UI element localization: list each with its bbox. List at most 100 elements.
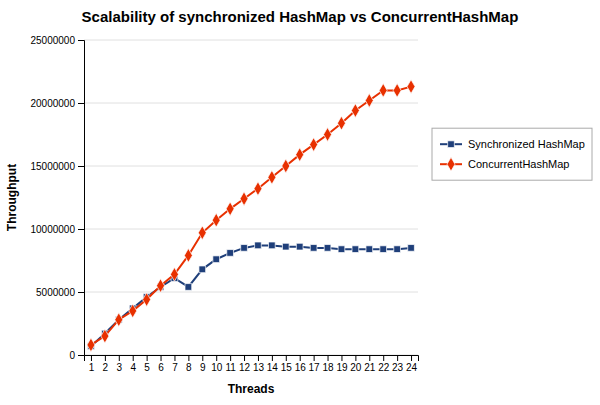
- data-point: [185, 284, 192, 291]
- x-tick: 5: [144, 355, 150, 373]
- data-point: [241, 245, 248, 252]
- x-tick-mark: [105, 355, 106, 361]
- y-tick-mark: [78, 40, 84, 41]
- x-axis-line: [85, 356, 419, 362]
- legend-frame: [432, 128, 592, 180]
- legend-entry: ConcurrentHashMap: [440, 157, 570, 171]
- x-tick-mark: [355, 355, 356, 361]
- x-tick: 19: [336, 355, 348, 373]
- x-tick-mark: [216, 355, 217, 361]
- grid-line: [84, 166, 418, 167]
- x-tick: 12: [239, 355, 251, 373]
- legend-label: Synchronized HashMap: [468, 138, 585, 150]
- grid-line: [84, 292, 418, 293]
- series-points: [88, 242, 415, 350]
- y-axis-title: Throughput: [5, 164, 19, 231]
- series-points: [87, 80, 415, 352]
- x-tick: 13: [253, 355, 265, 373]
- x-tick-label: 8: [186, 362, 192, 373]
- x-tick-label: 6: [158, 362, 164, 373]
- data-point: [268, 170, 276, 184]
- x-tick: 17: [309, 355, 321, 373]
- series-line: [91, 87, 411, 345]
- data-point: [393, 83, 401, 97]
- x-tick: 4: [130, 355, 136, 373]
- y-tick: 10000000: [31, 224, 85, 235]
- x-tick-label: 22: [378, 362, 390, 373]
- x-tick-mark: [411, 355, 412, 361]
- data-point: [338, 246, 345, 253]
- data-point: [324, 128, 332, 142]
- x-tick-label: 3: [117, 362, 123, 373]
- data-point: [101, 329, 109, 343]
- data-point: [408, 245, 415, 252]
- y-tick: 25000000: [31, 35, 85, 46]
- legend-swatch-marker: [447, 157, 455, 171]
- x-tick-label: 11: [225, 362, 236, 373]
- data-point: [296, 148, 304, 162]
- y-tick-mark: [78, 166, 84, 167]
- y-tick-label: 10000000: [31, 224, 76, 235]
- x-tick-label: 18: [322, 362, 334, 373]
- x-tick: 3: [117, 355, 123, 373]
- data-point: [213, 256, 220, 263]
- x-tick: 6: [158, 355, 164, 373]
- x-tick-label: 5: [144, 362, 150, 373]
- x-tick-label: 14: [267, 362, 279, 373]
- data-point: [212, 213, 220, 227]
- grid-line: [84, 229, 418, 230]
- x-axis: 123456789101112131415161718192021222324: [85, 355, 419, 373]
- x-tick-mark: [300, 355, 301, 361]
- x-tick-mark: [272, 355, 273, 361]
- grid: [84, 40, 418, 355]
- x-tick-mark: [119, 355, 120, 361]
- y-axis: 0500000010000000150000002000000025000000: [31, 35, 85, 361]
- y-tick-mark: [78, 355, 84, 356]
- x-tick: 21: [364, 355, 376, 373]
- x-tick-label: 17: [309, 362, 321, 373]
- data-point: [365, 94, 373, 108]
- data-point: [352, 246, 359, 253]
- data-point: [129, 304, 137, 318]
- x-tick-label: 20: [350, 362, 362, 373]
- data-point: [87, 338, 95, 352]
- data-point: [407, 80, 415, 94]
- y-tick-mark: [78, 229, 84, 230]
- x-tick-mark: [314, 355, 315, 361]
- data-point: [282, 159, 290, 173]
- data-point: [379, 83, 387, 97]
- x-tick-label: 19: [336, 362, 348, 373]
- x-tick-mark: [328, 355, 329, 361]
- y-axis-line: [78, 41, 85, 356]
- data-point: [310, 245, 317, 252]
- x-axis-title: Threads: [228, 382, 275, 396]
- data-point: [143, 293, 151, 307]
- data-point: [226, 202, 234, 216]
- data-point: [198, 226, 206, 240]
- data-point: [394, 246, 401, 253]
- x-tick: 18: [322, 355, 334, 373]
- x-tick: 15: [281, 355, 293, 373]
- x-tick-mark: [244, 355, 245, 361]
- chart: 1234567891011121314151617181920212223240…: [0, 0, 600, 405]
- plot-area: [87, 80, 415, 352]
- data-point: [310, 138, 318, 152]
- x-tick: 10: [211, 355, 223, 373]
- y-tick-mark: [78, 103, 84, 104]
- data-point: [324, 245, 331, 252]
- series-line: [91, 245, 411, 346]
- x-tick: 23: [392, 355, 404, 373]
- x-tick-label: 23: [392, 362, 404, 373]
- x-tick: 22: [378, 355, 390, 373]
- x-tick-mark: [133, 355, 134, 361]
- x-tick-mark: [369, 355, 370, 361]
- x-tick: 7: [172, 355, 178, 373]
- data-point: [282, 243, 289, 250]
- x-tick-label: 1: [89, 362, 95, 373]
- y-tick-label: 15000000: [31, 161, 76, 172]
- x-tick: 24: [406, 355, 418, 373]
- x-tick-label: 7: [172, 362, 178, 373]
- x-tick-mark: [147, 355, 148, 361]
- data-point: [351, 104, 359, 118]
- data-point: [366, 246, 373, 253]
